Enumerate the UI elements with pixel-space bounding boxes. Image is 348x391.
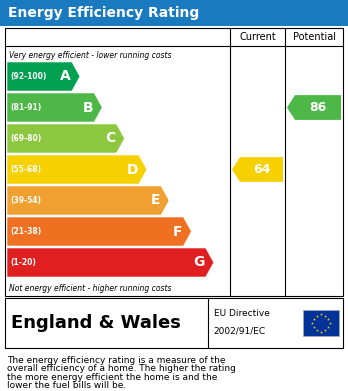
Text: the more energy efficient the home is and the: the more energy efficient the home is an… [7, 373, 218, 382]
Text: (21-38): (21-38) [10, 227, 41, 236]
Polygon shape [7, 155, 147, 184]
Text: (55-68): (55-68) [10, 165, 41, 174]
Text: Potential: Potential [293, 32, 335, 42]
Bar [5, 28, 343, 296]
Polygon shape [7, 217, 191, 246]
Text: Current: Current [239, 32, 276, 42]
Bar [303, 310, 339, 336]
Text: The energy efficiency rating is a measure of the: The energy efficiency rating is a measur… [7, 356, 226, 365]
Polygon shape [7, 93, 102, 122]
Text: Not energy efficient - higher running costs: Not energy efficient - higher running co… [9, 284, 172, 293]
Text: (92-100): (92-100) [10, 72, 46, 81]
Text: D: D [126, 163, 138, 176]
Text: EU Directive: EU Directive [214, 308, 270, 317]
Polygon shape [7, 62, 80, 91]
Text: B: B [82, 100, 93, 115]
Polygon shape [7, 186, 169, 215]
Text: C: C [105, 131, 116, 145]
Polygon shape [7, 124, 125, 153]
Bar [0, 0, 348, 26]
Text: (39-54): (39-54) [10, 196, 41, 205]
Text: Very energy efficient - lower running costs: Very energy efficient - lower running co… [9, 51, 172, 60]
Text: (81-91): (81-91) [10, 103, 41, 112]
Polygon shape [7, 248, 214, 277]
Polygon shape [287, 95, 341, 120]
Text: (69-80): (69-80) [10, 134, 41, 143]
Text: E: E [151, 194, 160, 208]
Text: (1-20): (1-20) [10, 258, 36, 267]
Text: lower the fuel bills will be.: lower the fuel bills will be. [7, 381, 126, 390]
Text: England & Wales: England & Wales [11, 314, 181, 332]
Text: 86: 86 [309, 101, 327, 114]
Text: Energy Efficiency Rating: Energy Efficiency Rating [8, 6, 199, 20]
Polygon shape [232, 157, 283, 182]
Bar [5, 298, 343, 348]
Text: A: A [60, 70, 71, 84]
Text: G: G [193, 255, 205, 269]
Text: 2002/91/EC: 2002/91/EC [214, 326, 266, 335]
Text: 64: 64 [253, 163, 270, 176]
Text: overall efficiency of a home. The higher the rating: overall efficiency of a home. The higher… [7, 364, 236, 373]
Text: F: F [173, 224, 182, 239]
